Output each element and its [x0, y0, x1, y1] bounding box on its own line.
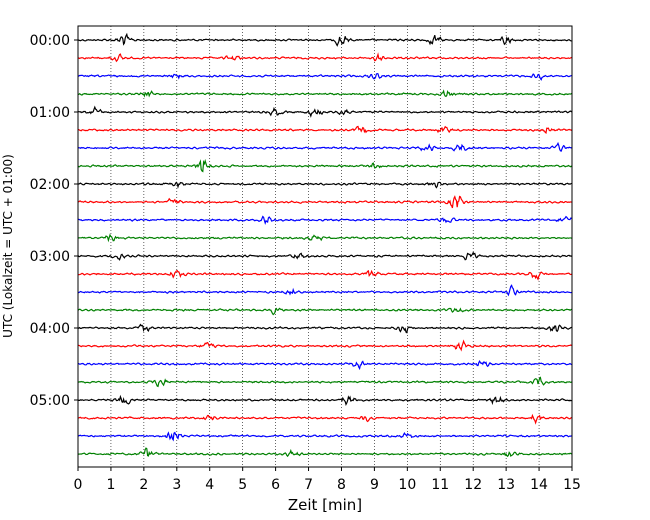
x-tick-label-2: 2 — [139, 477, 148, 493]
x-tick-label-12: 12 — [464, 477, 482, 493]
y-tick-label-2: 02:00 — [30, 177, 70, 193]
trace-8 — [77, 181, 572, 189]
x-tick-label-10: 10 — [398, 477, 416, 493]
x-tick-label-3: 3 — [172, 477, 181, 493]
trace-16 — [77, 323, 572, 334]
y-tick-label-5: 05:00 — [30, 393, 70, 409]
trace-4 — [77, 105, 573, 118]
x-tick-label-7: 7 — [304, 477, 313, 493]
trace-group — [77, 32, 573, 458]
x-tick-label-6: 6 — [271, 477, 280, 493]
trace-7 — [77, 158, 573, 173]
x-axis-label: Zeit [min] — [288, 496, 362, 514]
trace-9 — [77, 195, 572, 209]
trace-22 — [77, 431, 572, 442]
y-axis: 00:00 01:00 02:00 03:00 04:00 05:00 — [30, 33, 78, 409]
y-tick-label-0: 00:00 — [30, 33, 70, 49]
plot-frame — [77, 25, 573, 468]
trace-0 — [78, 32, 572, 47]
x-tick-label-13: 13 — [497, 477, 515, 493]
x-tick-label-11: 11 — [431, 477, 449, 493]
x-tick-label-14: 14 — [530, 477, 548, 493]
x-tick-label-15: 15 — [563, 477, 581, 493]
x-tick-label-4: 4 — [205, 477, 214, 493]
x-tick-label-8: 8 — [337, 477, 346, 493]
x-tick-label-0: 0 — [74, 477, 83, 493]
trace-3 — [77, 89, 572, 98]
trace-6 — [77, 141, 572, 152]
x-axis: 0 1 2 3 4 5 6 7 8 9 10 11 12 13 14 15 — [74, 467, 581, 493]
trace-12 — [77, 251, 572, 261]
trace-13 — [77, 269, 572, 281]
trace-2 — [77, 72, 572, 81]
x-tick-label-9: 9 — [370, 477, 379, 493]
trace-1 — [77, 52, 572, 63]
trace-18 — [77, 359, 572, 371]
y-tick-label-3: 03:00 — [30, 249, 70, 265]
trace-17 — [77, 339, 572, 352]
trace-21 — [77, 413, 572, 425]
trace-5 — [77, 125, 573, 134]
trace-15 — [77, 307, 572, 316]
x-tick-label-5: 5 — [238, 477, 247, 493]
trace-19 — [77, 376, 572, 388]
y-tick-label-1: 01:00 — [30, 105, 70, 121]
trace-10 — [77, 215, 572, 225]
trace-23 — [77, 447, 572, 458]
y-axis-label: UTC (Lokalzeit = UTC + 01:00) — [1, 154, 15, 338]
x-tick-label-1: 1 — [106, 477, 115, 493]
trace-11 — [77, 233, 572, 243]
trace-20 — [77, 394, 572, 407]
trace-14 — [77, 284, 572, 297]
y-tick-label-4: 04:00 — [30, 321, 70, 337]
